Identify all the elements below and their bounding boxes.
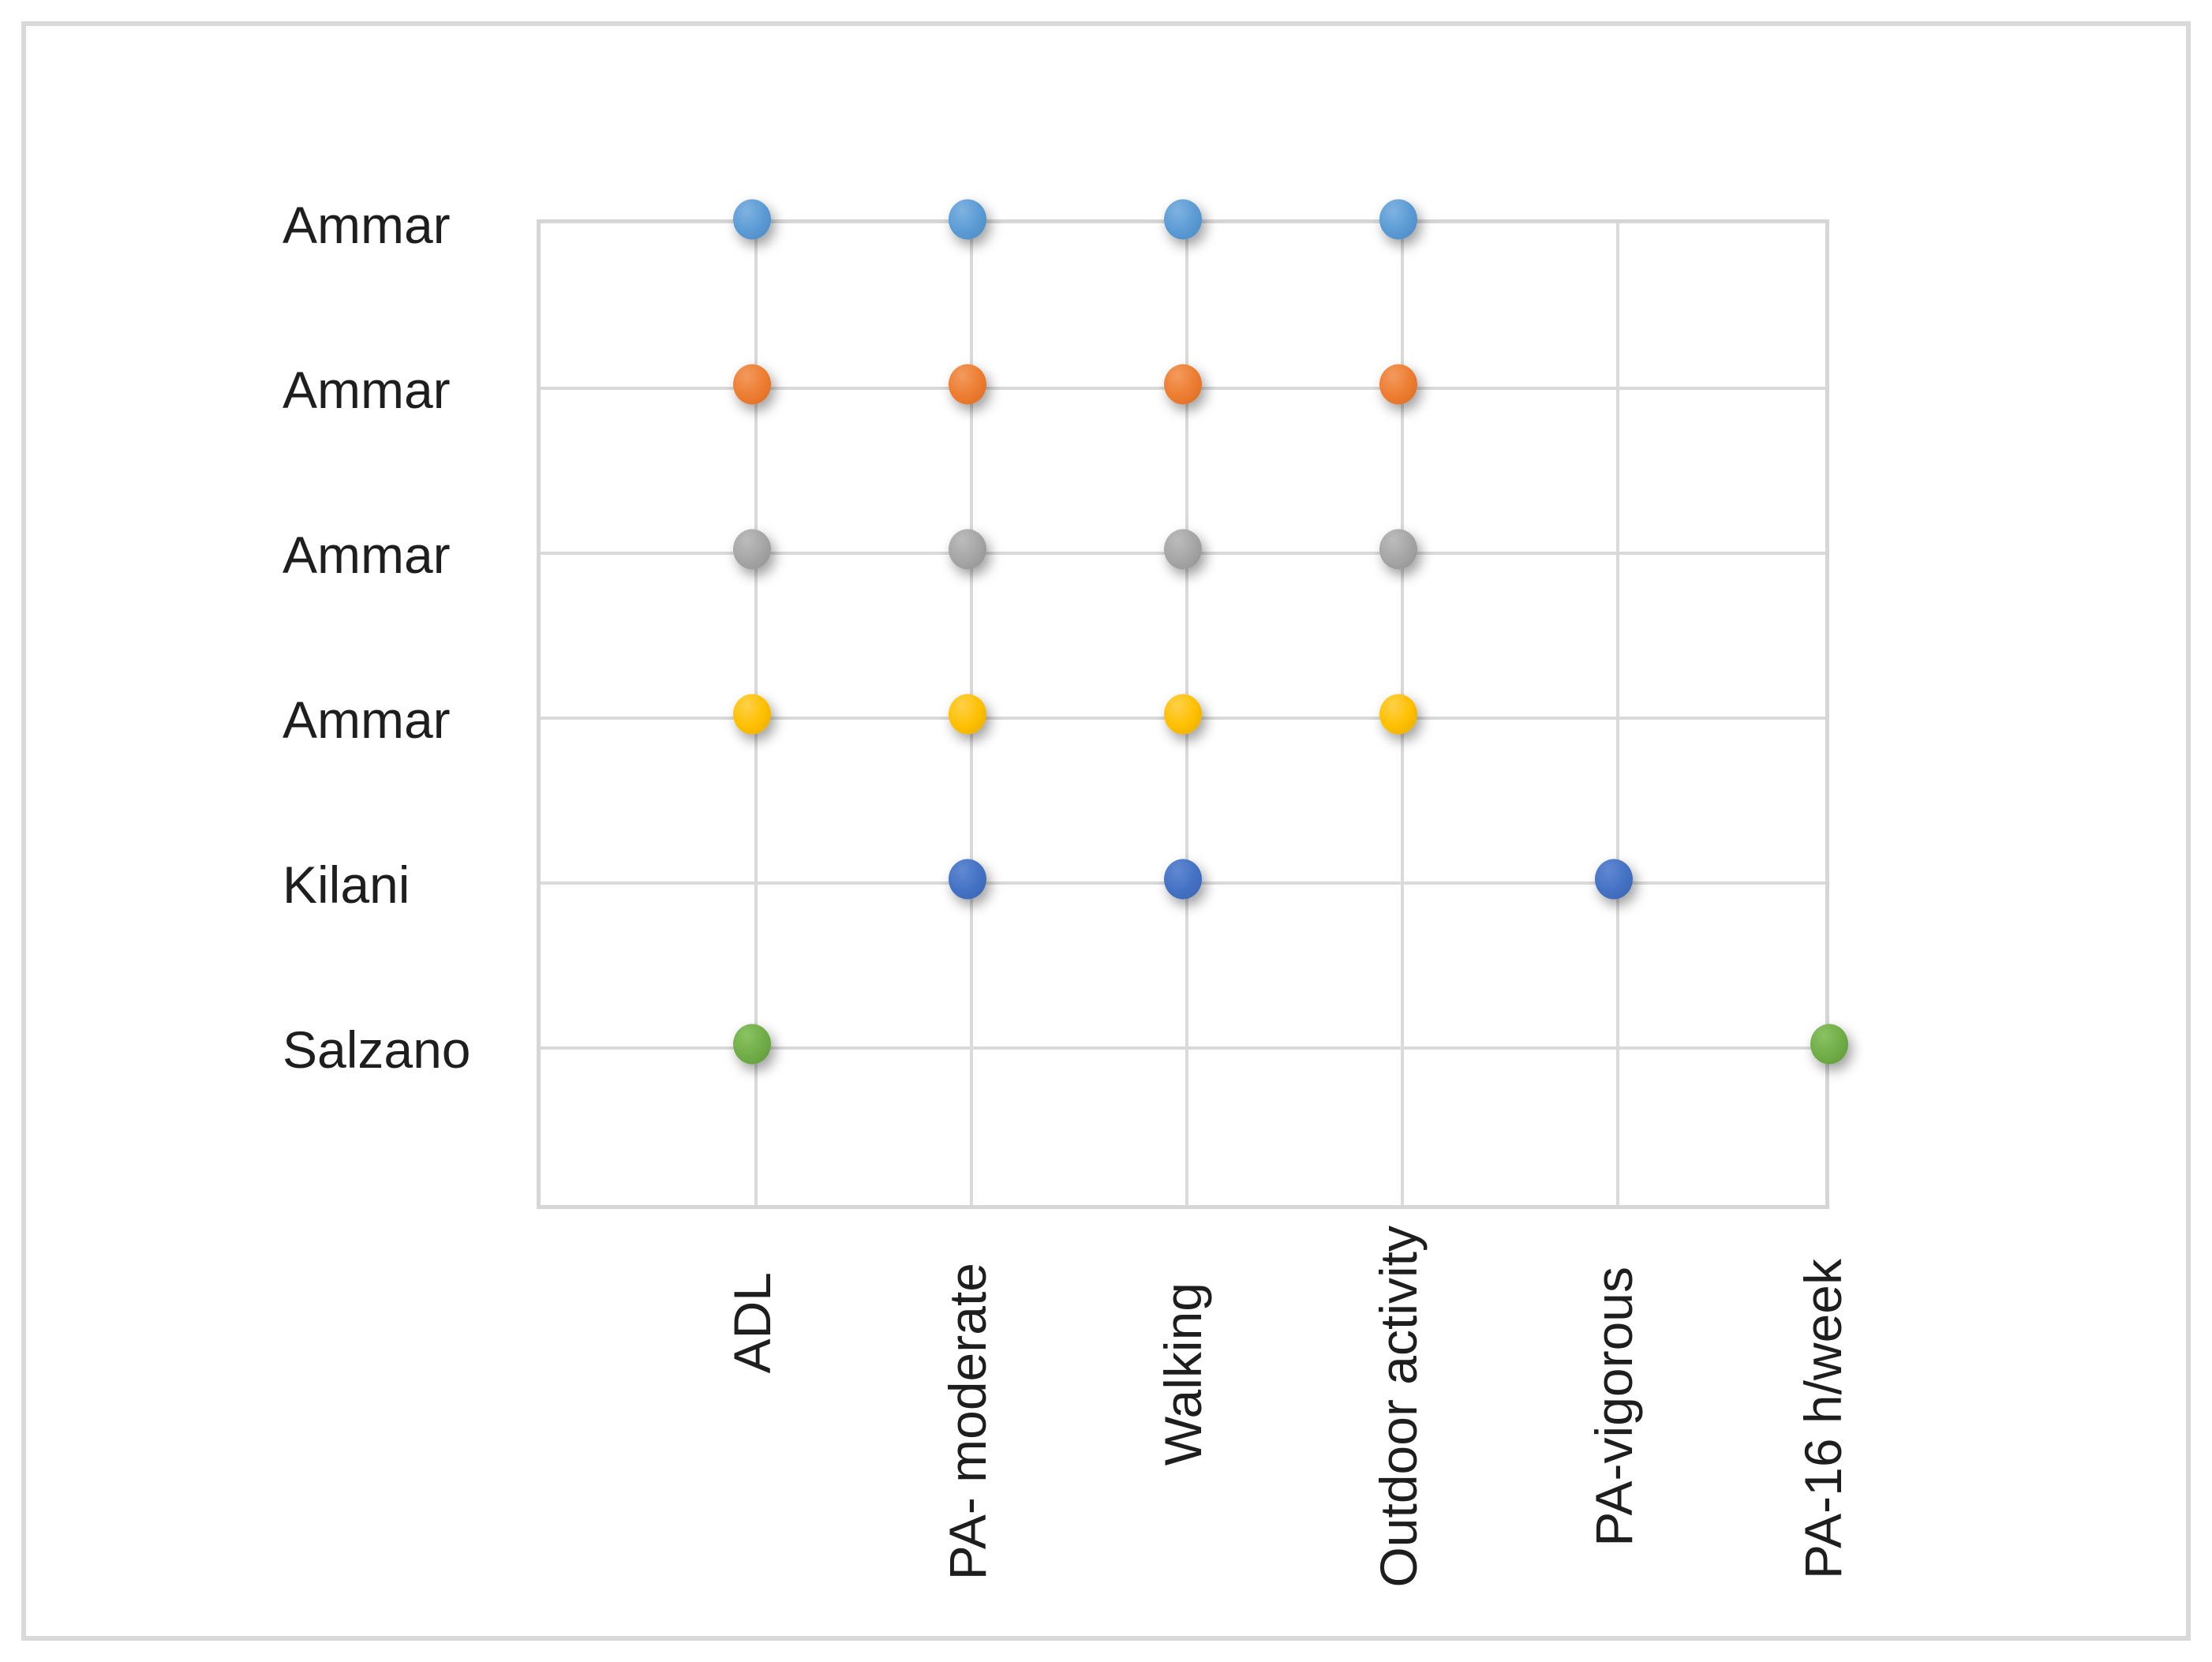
data-point: [1164, 694, 1202, 735]
data-point: [733, 1024, 771, 1065]
x-axis-label: PA-16 h/week: [1794, 1259, 1852, 1579]
y-axis-label: Ammar: [283, 196, 451, 254]
data-point: [949, 199, 986, 240]
data-point: [733, 199, 771, 240]
data-point: [949, 694, 986, 735]
vertical-gridline: [1616, 223, 1619, 1205]
data-point: [1379, 364, 1417, 405]
data-point: [1164, 199, 1202, 240]
x-axis-label: PA-vigorous: [1585, 1267, 1643, 1547]
data-point: [949, 364, 986, 405]
data-point: [949, 859, 986, 900]
data-point: [1379, 694, 1417, 735]
data-point: [1595, 859, 1633, 900]
y-axis-label: Salzano: [283, 1020, 471, 1079]
data-point: [733, 364, 771, 405]
data-point: [1379, 199, 1417, 240]
data-point: [1164, 364, 1202, 405]
data-point: [1379, 529, 1417, 570]
y-axis-label: Ammar: [283, 526, 451, 584]
x-axis-label: Outdoor activity: [1369, 1226, 1428, 1588]
x-axis-label: ADL: [723, 1272, 781, 1374]
y-axis-label: Ammar: [283, 691, 451, 749]
y-axis-label: Ammar: [283, 361, 451, 419]
data-point: [949, 529, 986, 570]
x-axis-label: PA- moderate: [938, 1263, 997, 1581]
data-point: [733, 694, 771, 735]
y-axis-label: Kilani: [283, 855, 410, 914]
horizontal-gridline: [541, 1046, 1825, 1050]
data-point: [1164, 529, 1202, 570]
data-point: [1810, 1024, 1848, 1065]
x-axis-label: Walking: [1154, 1282, 1212, 1466]
data-point: [1164, 859, 1202, 900]
data-point: [733, 529, 771, 570]
